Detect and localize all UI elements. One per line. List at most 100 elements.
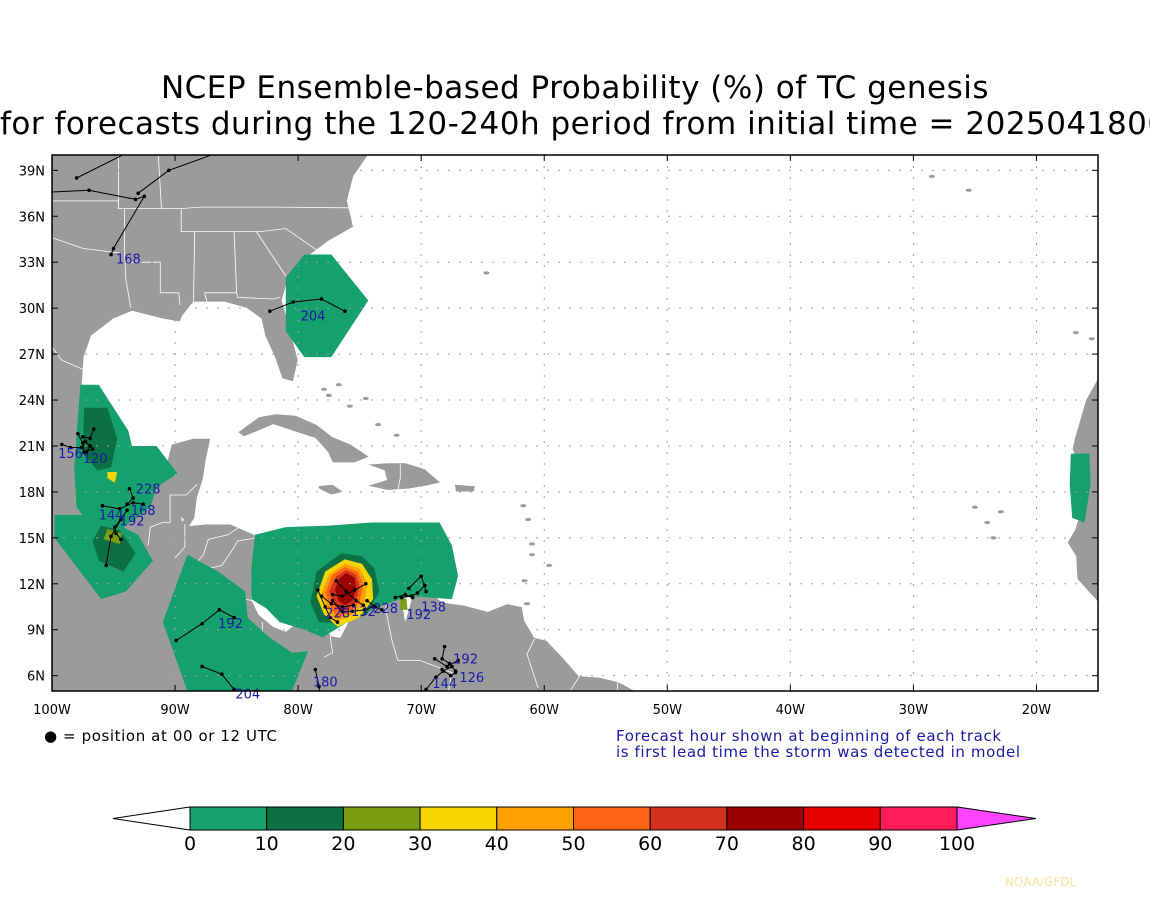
track-position-dot xyxy=(403,592,407,597)
track-position-dot xyxy=(424,589,428,594)
track-position-dot xyxy=(330,598,335,603)
track-forecast-hour-label: 228 xyxy=(136,482,161,497)
colorbar-over-arrow xyxy=(956,806,1037,831)
track-position-dot xyxy=(440,657,444,661)
probability-area-southeast-us-east-coast xyxy=(285,254,369,358)
island xyxy=(928,174,936,179)
lon-tick-label: 70W xyxy=(406,703,436,718)
island xyxy=(1111,325,1117,329)
colorbar-bin xyxy=(573,806,651,831)
track-position-dot xyxy=(373,604,378,609)
track-position-dot xyxy=(68,445,73,450)
map-frame xyxy=(51,154,1099,692)
political-border xyxy=(180,208,317,251)
track-position-dot xyxy=(434,675,438,680)
track-forecast-hour-label: 180 xyxy=(313,675,338,690)
island xyxy=(362,396,370,401)
lat-tick-label: 12N xyxy=(19,578,45,593)
track-position-dot xyxy=(334,578,339,583)
land-yucatan-lakes-dummy xyxy=(180,516,185,522)
track-forecast-hour-label: 126 xyxy=(459,671,484,686)
track-position-dot xyxy=(365,598,369,603)
storm-track xyxy=(200,664,236,691)
political-border xyxy=(52,346,87,372)
track-forecast-hour-label: 144 xyxy=(432,677,457,692)
track-position-dot xyxy=(399,595,404,600)
track-position-dot xyxy=(60,442,64,447)
track-position-dot xyxy=(364,582,368,586)
track-position-dot xyxy=(80,434,85,439)
track-position-dot xyxy=(268,309,272,314)
political-border xyxy=(569,675,581,691)
colorbar-tick-label: 100 xyxy=(939,833,975,855)
lon-tick-label: 40W xyxy=(776,703,806,718)
track-forecast-hour-label: 120 xyxy=(83,452,108,467)
track-line xyxy=(76,155,124,179)
track-position-dot xyxy=(343,309,347,314)
track-position-dot xyxy=(136,146,140,150)
island xyxy=(482,270,490,275)
track-forecast-hour-label: 204 xyxy=(235,688,260,703)
island xyxy=(965,188,973,193)
island xyxy=(374,422,382,427)
track-forecast-hour-label: 192 xyxy=(406,608,431,623)
colorbar-tick-label: 10 xyxy=(255,833,279,855)
probability-area-eastern-pacific-mexico-inner xyxy=(92,525,136,572)
track-line xyxy=(425,666,453,690)
political-border xyxy=(204,231,238,303)
track-position-dot xyxy=(100,503,105,508)
lat-tick-label: 18N xyxy=(19,486,45,501)
storm-track xyxy=(316,588,340,624)
track-position-dot xyxy=(114,531,118,536)
track-line xyxy=(317,589,338,623)
political-border xyxy=(147,484,198,546)
island xyxy=(528,541,536,546)
track-position-dot xyxy=(340,594,345,598)
track-line xyxy=(401,584,426,599)
probability-area-campeche-yellow xyxy=(107,472,118,483)
political-border xyxy=(52,237,120,254)
storm-track xyxy=(440,667,458,678)
island xyxy=(325,393,333,398)
lat-tick-label: 6N xyxy=(27,670,45,685)
track-position-dot xyxy=(222,149,226,153)
colorbar-bin xyxy=(649,806,728,831)
storm-track xyxy=(104,517,123,568)
colorbar-tick-label: 30 xyxy=(408,833,432,855)
track-position-dot xyxy=(456,658,460,663)
track-forecast-hour-label: 192 xyxy=(453,652,478,667)
track-position-dot xyxy=(79,445,84,450)
land-puerto-rico xyxy=(453,483,476,493)
track-position-dot xyxy=(328,615,332,620)
lon-tick-label: 100W xyxy=(33,703,71,718)
track-forecast-hour-label: 156 xyxy=(58,447,83,462)
track-position-dot xyxy=(232,615,236,620)
land-cuba xyxy=(237,413,371,464)
track-position-dot xyxy=(200,664,204,669)
track-position-dot xyxy=(200,621,204,626)
political-border xyxy=(124,208,132,309)
track-position-dot xyxy=(104,563,108,568)
colorbar-bin xyxy=(803,806,881,831)
track-forecast-hour-label: 168 xyxy=(116,253,141,268)
track-position-dot xyxy=(82,450,86,454)
track-forecast-hour-label: 144 xyxy=(99,508,124,523)
probability-area-maracaibo-green xyxy=(400,596,408,610)
track-position-dot xyxy=(26,191,30,195)
lat-tick-label: 24N xyxy=(19,394,45,409)
track-position-dot xyxy=(319,297,324,301)
track-forecast-hour-label: 168 xyxy=(131,504,156,519)
island xyxy=(997,509,1005,514)
track-position-dot xyxy=(131,500,136,505)
land-jamaica xyxy=(317,483,345,496)
track-position-dot xyxy=(361,603,366,608)
island xyxy=(971,505,979,510)
figure-title-line-1: NCEP Ensemble-based Probability (%) of T… xyxy=(160,70,990,106)
lat-lon-grid xyxy=(52,155,1098,691)
political-border xyxy=(397,464,401,491)
track-position-dot xyxy=(409,594,414,598)
track-position-dot xyxy=(340,604,345,609)
track-position-dot xyxy=(432,657,437,661)
